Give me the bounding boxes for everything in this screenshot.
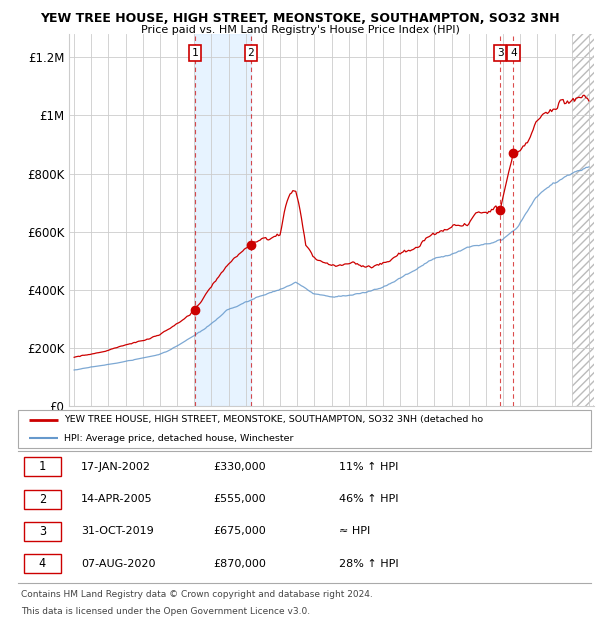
Text: Contains HM Land Registry data © Crown copyright and database right 2024.: Contains HM Land Registry data © Crown c… (21, 590, 373, 599)
Text: 17-JAN-2002: 17-JAN-2002 (81, 462, 151, 472)
Text: 11% ↑ HPI: 11% ↑ HPI (339, 462, 398, 472)
Text: 28% ↑ HPI: 28% ↑ HPI (339, 559, 398, 569)
Text: 4: 4 (510, 48, 517, 58)
Text: YEW TREE HOUSE, HIGH STREET, MEONSTOKE, SOUTHAMPTON, SO32 3NH (detached ho: YEW TREE HOUSE, HIGH STREET, MEONSTOKE, … (64, 415, 483, 424)
FancyBboxPatch shape (24, 458, 61, 476)
Text: 2: 2 (39, 493, 46, 505)
Text: 1: 1 (191, 48, 199, 58)
Text: 46% ↑ HPI: 46% ↑ HPI (339, 494, 398, 504)
FancyBboxPatch shape (24, 554, 61, 573)
Text: YEW TREE HOUSE, HIGH STREET, MEONSTOKE, SOUTHAMPTON, SO32 3NH: YEW TREE HOUSE, HIGH STREET, MEONSTOKE, … (40, 12, 560, 25)
Text: £870,000: £870,000 (213, 559, 266, 569)
Bar (572, 34, 599, 406)
Text: HPI: Average price, detached house, Winchester: HPI: Average price, detached house, Winc… (64, 434, 293, 443)
FancyBboxPatch shape (24, 490, 61, 508)
Text: £555,000: £555,000 (213, 494, 265, 504)
Text: 3: 3 (39, 525, 46, 538)
Text: 1: 1 (39, 461, 46, 473)
FancyBboxPatch shape (18, 410, 591, 448)
Text: 4: 4 (39, 557, 46, 570)
FancyBboxPatch shape (24, 522, 61, 541)
Text: 2: 2 (247, 48, 254, 58)
Text: 31-OCT-2019: 31-OCT-2019 (81, 526, 154, 536)
Text: 3: 3 (497, 48, 503, 58)
Text: This data is licensed under the Open Government Licence v3.0.: This data is licensed under the Open Gov… (21, 607, 310, 616)
Bar (195, 34, 251, 406)
Text: ≈ HPI: ≈ HPI (339, 526, 370, 536)
Text: 07-AUG-2020: 07-AUG-2020 (81, 559, 155, 569)
Bar (572, 34, 599, 406)
Text: £330,000: £330,000 (213, 462, 265, 472)
Text: Price paid vs. HM Land Registry's House Price Index (HPI): Price paid vs. HM Land Registry's House … (140, 25, 460, 35)
Text: £675,000: £675,000 (213, 526, 266, 536)
Text: 14-APR-2005: 14-APR-2005 (81, 494, 152, 504)
